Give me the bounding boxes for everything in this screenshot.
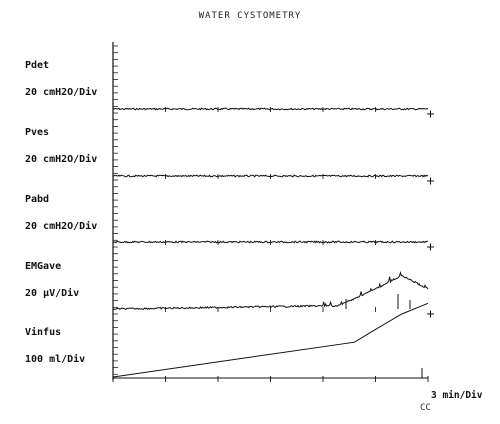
channel-scale-pdet: 20 cmH2O/Div: [25, 87, 98, 98]
trace-pdet: [112, 107, 429, 111]
channel-scale-vinfus: 100 ml/Div: [25, 354, 86, 365]
channel-name-pabd: Pabd: [25, 194, 50, 205]
channel-name-emg: EMGave: [25, 261, 62, 272]
trace-pabd: [112, 240, 429, 244]
channel-name-pdet: Pdet: [25, 60, 50, 71]
trace-pves: [112, 174, 429, 178]
channel-name-pves: Pves: [25, 127, 50, 138]
trace-vinfus: [112, 302, 429, 378]
channel-scale-emg: 20 µV/Div: [25, 288, 80, 299]
channel-name-vinfus: Vinfus: [25, 327, 62, 338]
trace-emgave: [112, 270, 429, 311]
x-axis-extra-label: CC: [420, 403, 431, 413]
channel-scale-pabd: 20 cmH2O/Div: [25, 221, 98, 232]
x-axis-scale: 3 min/Div: [431, 390, 483, 401]
chart-title: WATER CYSTOMETRY: [198, 11, 302, 21]
channel-scale-pves: 20 cmH2O/Div: [25, 154, 98, 165]
